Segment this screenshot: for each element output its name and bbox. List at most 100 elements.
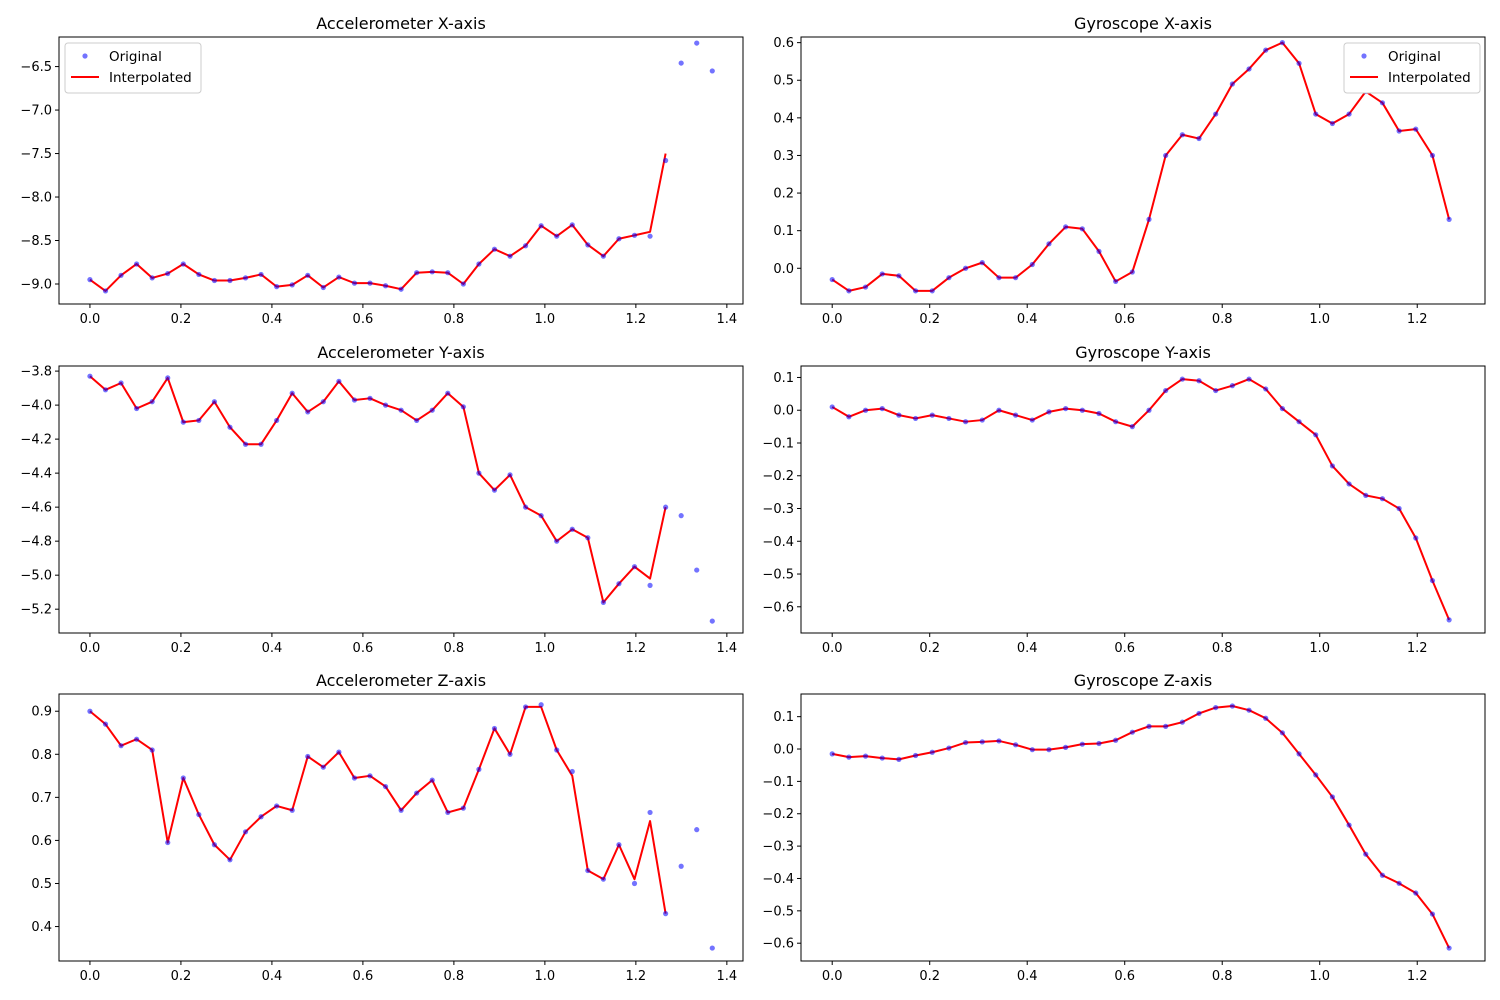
- original-data-point: [569, 526, 575, 532]
- chart-title: Accelerometer X-axis: [316, 14, 486, 33]
- legend-label: Interpolated: [1388, 70, 1471, 86]
- original-data-point: [382, 283, 389, 289]
- original-data-point: [694, 40, 700, 46]
- original-data-point: [1263, 715, 1269, 721]
- original-data-point: [118, 743, 124, 749]
- original-data-point: [118, 380, 124, 386]
- original-data-point: [1113, 278, 1119, 285]
- y-tick-label: 0.1: [773, 710, 794, 725]
- original-data-point: [862, 753, 869, 759]
- original-data-point: [491, 246, 498, 252]
- original-data-point: [896, 412, 902, 418]
- original-data-point: [398, 286, 404, 292]
- original-data-point: [929, 749, 935, 755]
- original-data-point: [1163, 152, 1169, 159]
- y-tick-label: −5.0: [20, 569, 52, 584]
- original-data-point: [476, 261, 482, 267]
- original-data-point: [600, 876, 606, 882]
- original-data-point: [1296, 60, 1302, 66]
- original-data-point: [1296, 419, 1302, 425]
- original-data-point: [149, 399, 155, 405]
- original-data-point: [180, 419, 186, 425]
- original-data-point: [460, 281, 466, 287]
- original-data-point: [367, 773, 373, 779]
- original-data-point: [585, 535, 591, 541]
- original-data-point: [709, 618, 715, 624]
- original-data-point: [242, 829, 249, 835]
- original-data-point: [912, 288, 919, 294]
- original-data-point: [289, 390, 295, 396]
- x-tick-label: 0.6: [1114, 312, 1135, 327]
- interpolated-series-line: [832, 704, 1451, 949]
- original-data-point: [227, 424, 233, 430]
- original-data-point: [1079, 407, 1085, 413]
- original-data-point: [1079, 226, 1085, 232]
- original-data-point: [1129, 269, 1135, 275]
- axes-frame: [800, 693, 1486, 962]
- original-data-point: [912, 752, 919, 759]
- original-data-point: [1213, 387, 1219, 394]
- x-tick-label: 1.2: [626, 641, 647, 656]
- original-data-point: [320, 764, 326, 770]
- original-data-point: [647, 809, 653, 816]
- original-data-point: [211, 842, 218, 848]
- original-data-point: [149, 275, 155, 281]
- original-data-point: [507, 472, 513, 478]
- chart-title: Gyroscope Y-axis: [1075, 343, 1211, 362]
- y-tick-label: 0.6: [31, 834, 52, 849]
- x-tick-label: 0.0: [80, 312, 101, 327]
- original-data-point: [445, 809, 451, 816]
- original-data-point: [1263, 47, 1269, 53]
- original-data-point: [829, 276, 835, 283]
- original-data-point: [211, 277, 218, 284]
- original-data-point: [102, 721, 109, 727]
- original-data-point: [647, 582, 653, 588]
- original-data-point: [1013, 412, 1019, 418]
- y-tick-label: −4.4: [20, 467, 52, 482]
- original-data-point: [829, 751, 835, 757]
- y-tick-label: 0.7: [31, 791, 52, 806]
- original-data-point: [585, 867, 591, 874]
- original-data-point: [522, 504, 529, 510]
- original-data-point: [709, 945, 715, 951]
- original-data-point: [336, 749, 342, 755]
- y-tick-label: −0.5: [762, 904, 794, 919]
- original-data-point: [382, 402, 389, 408]
- original-data-point: [1429, 911, 1436, 917]
- legend-box: [64, 42, 202, 94]
- y-tick-label: 0.6: [773, 36, 794, 51]
- original-data-point: [1413, 535, 1419, 541]
- plot-area: [87, 40, 715, 294]
- y-tick-label: 0.5: [31, 877, 52, 892]
- plot-area: [87, 373, 715, 624]
- y-tick-label: −0.2: [762, 469, 794, 484]
- original-data-point: [996, 738, 1002, 744]
- x-tick-label: 1.4: [717, 641, 738, 656]
- original-data-point: [1196, 378, 1202, 384]
- interpolated-series-line: [89, 153, 667, 292]
- original-data-point: [180, 775, 186, 781]
- original-data-point: [996, 407, 1002, 413]
- plot-area: [829, 376, 1452, 623]
- y-tick-label: −4.2: [20, 433, 52, 448]
- x-tick-label: 1.2: [1407, 312, 1428, 327]
- original-data-point: [1213, 111, 1219, 117]
- original-data-point: [1046, 747, 1052, 753]
- original-data-point: [211, 399, 218, 405]
- original-data-point: [382, 783, 389, 790]
- original-data-point: [709, 68, 715, 74]
- original-data-point: [647, 233, 653, 239]
- original-data-point: [1396, 505, 1402, 512]
- x-tick-label: 1.0: [535, 969, 556, 984]
- interpolated-series-line: [89, 375, 667, 604]
- original-data-point: [320, 399, 326, 405]
- original-data-point: [554, 233, 560, 239]
- original-data-point: [305, 409, 311, 415]
- plot-area: [829, 703, 1452, 951]
- original-data-point: [1246, 707, 1252, 713]
- chart-title: Gyroscope X-axis: [1074, 14, 1212, 33]
- legend-marker-original: [1361, 53, 1367, 59]
- original-data-point: [929, 288, 935, 294]
